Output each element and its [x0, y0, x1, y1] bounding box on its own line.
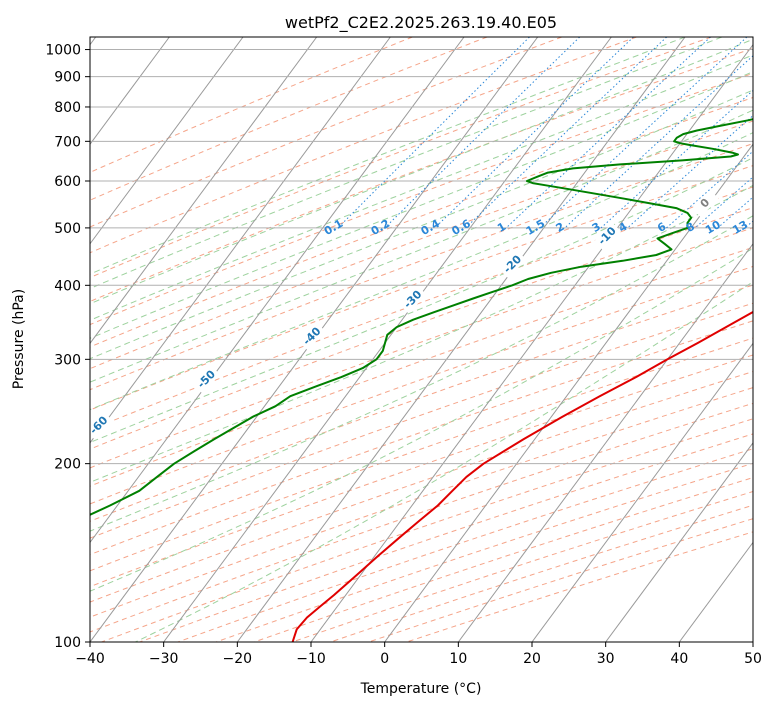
moist-adiabat [90, 215, 753, 532]
dry-adiabat [90, 37, 712, 279]
y-tick-label: 300 [54, 352, 81, 368]
x-axis-label: Temperature (°C) [360, 681, 482, 697]
chart-title: wetPf2_C2E2.2025.263.19.40.E05 [285, 13, 557, 33]
mixing-ratio-line [505, 37, 711, 229]
isotherm [90, 37, 318, 345]
x-tick-label: 10 [449, 651, 467, 667]
dewpoint-profile [90, 118, 753, 516]
isotherm [163, 37, 612, 642]
dry-adiabat [90, 320, 753, 556]
moist-adiabat [90, 109, 753, 383]
y-tick-label: 200 [54, 457, 81, 473]
isotherm [310, 43, 753, 642]
isotherm-label-bg [594, 222, 621, 250]
isotherm-label-bg [691, 190, 719, 218]
dry-adiabat [90, 120, 753, 370]
dry-adiabat [90, 207, 753, 450]
moist-adiabat [90, 71, 753, 339]
dry-adiabat [90, 302, 753, 539]
mixing-ratio-line [434, 37, 634, 229]
mixing-ratio-line [600, 89, 753, 229]
isotherm [236, 37, 686, 642]
y-tick-label: 600 [54, 174, 81, 190]
x-tick-label: 50 [744, 651, 762, 667]
isotherm [90, 37, 465, 544]
dry-adiabat [90, 165, 753, 411]
dry-adiabat [90, 37, 637, 254]
x-tick-label: 20 [523, 651, 541, 667]
y-tick-label: 500 [54, 221, 81, 237]
dry-adiabat [90, 37, 488, 201]
x-tick-label: 30 [597, 651, 615, 667]
moist-adiabat [90, 184, 753, 483]
x-tick-label: −40 [75, 651, 105, 667]
dry-adiabat [90, 143, 753, 391]
dry-adiabat [90, 354, 753, 588]
isotherm-label-bg [298, 323, 326, 351]
dry-adiabat [90, 37, 562, 228]
moist-adiabat [90, 247, 753, 592]
isotherm-label-bg [399, 286, 427, 314]
isotherm [90, 37, 391, 444]
moist-adiabat [90, 157, 753, 444]
dry-adiabat [90, 37, 413, 173]
moist-adiabat [135, 281, 753, 642]
moist-adiabat [90, 38, 753, 305]
moist-adiabat [90, 37, 723, 290]
y-tick-label: 1000 [45, 43, 81, 59]
dry-adiabat [90, 47, 753, 303]
mixing-ratio-line [337, 37, 530, 229]
y-tick-label: 900 [54, 70, 81, 86]
mixing-ratio-line [564, 55, 753, 229]
isotherm [384, 143, 753, 642]
mixing-ratio-line [666, 150, 753, 229]
dry-adiabat [90, 265, 753, 505]
isotherm [605, 442, 753, 642]
x-tick-label: 0 [380, 651, 389, 667]
moist-adiabat [90, 132, 753, 411]
y-tick-label: 400 [54, 278, 81, 294]
y-tick-label: 100 [54, 635, 81, 651]
y-axis-label: Pressure (hPa) [11, 289, 27, 389]
temperature-profile [291, 310, 753, 642]
y-tick-label: 800 [54, 100, 81, 116]
plot-frame [89, 36, 754, 643]
isotherm [457, 242, 753, 642]
isotherm [90, 37, 170, 146]
x-tick-label: 40 [670, 651, 688, 667]
isotherm-label-bg [193, 366, 221, 393]
isotherm [90, 37, 244, 245]
isotherm [531, 342, 753, 642]
isotherm-label-bg [499, 251, 527, 279]
y-tick-label: 700 [54, 134, 81, 150]
x-tick-label: −30 [149, 651, 179, 667]
x-tick-label: −20 [223, 651, 253, 667]
moist-adiabat [90, 54, 753, 321]
dry-adiabat [90, 370, 753, 603]
moist-adiabat [90, 37, 686, 275]
isotherm-label-bg [90, 412, 113, 440]
x-tick-label: −10 [296, 651, 326, 667]
